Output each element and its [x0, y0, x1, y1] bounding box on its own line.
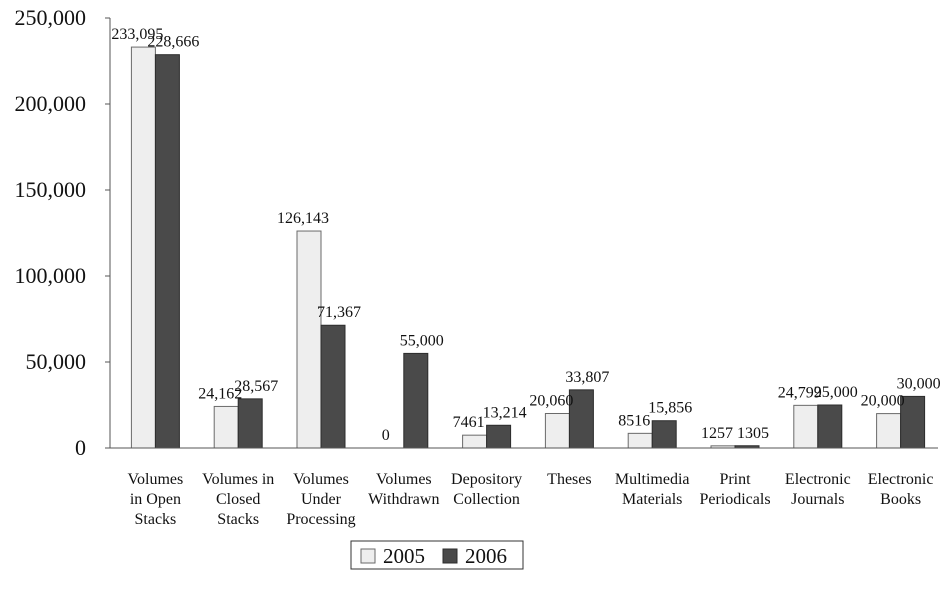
bar-2005-2 [296, 230, 322, 449]
x-tick-label-line: Volumes [293, 471, 349, 488]
data-label-2005-5: 20,060 [529, 392, 573, 409]
x-axis: Volumes in Open Stacks Volumes in Closed Stac… [110, 447, 938, 528]
x-tick-label-line: Books [880, 491, 921, 508]
bar-2006-9 [900, 395, 926, 449]
legend-label-2006: 2006 [465, 544, 507, 568]
x-tick-label-line: Under [301, 491, 342, 508]
data-label-2005-4: 7461 [453, 414, 485, 431]
data-label-2006-3: 55,000 [400, 332, 444, 349]
x-tick-label-5: Theses [547, 471, 591, 488]
data-label-2005-8: 24,799 [778, 384, 822, 401]
x-tick-label-9: Electronic Books [868, 471, 934, 508]
x-tick-label-6: Multimedia Materials [615, 471, 690, 508]
legend-label-2005: 2005 [383, 544, 425, 568]
x-tick-label-line: Withdrawn [368, 491, 439, 508]
bar-2006-2 [320, 324, 346, 449]
bar-2005-8 [793, 404, 819, 449]
y-tick-label: 0 [75, 435, 86, 460]
x-tick-label-line: Electronic [868, 471, 934, 488]
bar-2006-4 [486, 424, 512, 449]
bar-2005-4 [462, 434, 488, 449]
x-tick-label-line: Closed [216, 491, 260, 508]
x-tick-label-line: Depository [451, 471, 522, 488]
data-label-2006-0: 228,666 [147, 34, 199, 51]
data-label-2006-2: 71,367 [317, 304, 361, 321]
x-tick-label-8: Electronic Journals [785, 471, 851, 508]
y-tick-label: 200,000 [15, 91, 87, 116]
x-tick-label-line: Volumes in [202, 471, 274, 488]
x-tick-label-line: Volumes [128, 471, 184, 488]
data-label-2006-7: 1305 [737, 425, 769, 442]
x-tick-label-line: Theses [547, 471, 591, 488]
x-tick-label-line: Print [719, 471, 751, 488]
data-label-2005-3: 0 [382, 427, 390, 444]
bar-2006-8 [817, 404, 843, 449]
x-tick-label-3: Volumes Withdrawn [368, 471, 439, 508]
x-tick-label-line: Multimedia [615, 471, 690, 488]
data-label-2005-0: 233,095 [111, 26, 163, 43]
data-label-2005-9: 20,000 [861, 393, 905, 410]
bar-2005-5 [544, 412, 570, 449]
x-tick-label-line: Electronic [785, 471, 851, 488]
x-tick-label-line: in Open [130, 491, 181, 508]
data-label-2006-1: 28,567 [234, 378, 278, 395]
data-label-2006-9: 30,000 [897, 375, 941, 392]
x-tick-label-line: Materials [622, 491, 682, 508]
legend-swatch-2005 [360, 548, 376, 564]
data-label-2005-6: 8516 [618, 412, 650, 429]
x-tick-label-4: Depository Collection [451, 471, 522, 508]
x-tick-label-2: Volumes Under Processing [286, 471, 355, 528]
x-tick-label-0: Volumes in Open Stacks [128, 471, 184, 528]
legend: 2005 2006 [350, 540, 524, 570]
x-tick-label-line: Stacks [217, 511, 259, 528]
data-label-2006-6: 15,856 [648, 400, 692, 417]
y-axis: 0 50,000 100,000 150,000 200,000 250,000 [15, 5, 111, 460]
bar-2006-0 [154, 54, 180, 449]
data-label-2005-7: 1257 [701, 425, 733, 442]
x-tick-label-line: Journals [791, 491, 844, 508]
legend-box [350, 540, 524, 570]
y-tick-label: 150,000 [15, 177, 87, 202]
legend-swatch-2006 [442, 548, 458, 564]
data-label-2006-4: 13,214 [483, 404, 527, 421]
data-label-2005-2: 126,143 [277, 210, 329, 227]
bar-2006-1 [237, 398, 263, 449]
x-tick-label-1: Volumes in Closed Stacks [202, 471, 274, 528]
bar-2006-5 [568, 389, 594, 449]
x-tick-label-line: Stacks [135, 511, 177, 528]
y-tick-label: 100,000 [15, 263, 87, 288]
bar-2005-1 [213, 405, 239, 449]
bar-2005-9 [876, 413, 902, 449]
bar-2006-6 [651, 420, 677, 449]
x-tick-label-line: Processing [286, 511, 355, 528]
bar-2005-0 [130, 46, 156, 449]
data-label-2006-5: 33,807 [565, 369, 609, 386]
x-tick-label-line: Collection [453, 491, 520, 508]
x-tick-label-line: Periodicals [699, 491, 770, 508]
bar-2005-6 [627, 432, 653, 449]
x-tick-label-line: Volumes [376, 471, 432, 488]
data-label-2005-1: 24,162 [198, 385, 242, 402]
x-tick-label-7: Print Periodicals [699, 471, 770, 508]
y-tick-label: 250,000 [15, 5, 87, 30]
bar-2006-3 [403, 352, 429, 449]
data-label-2006-8: 25,000 [814, 384, 858, 401]
y-tick-label: 50,000 [26, 349, 87, 374]
